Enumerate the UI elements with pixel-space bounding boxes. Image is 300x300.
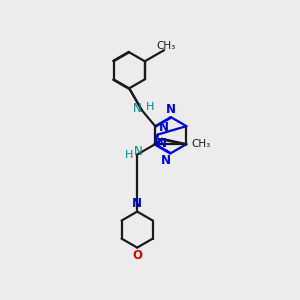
Text: CH₃: CH₃ bbox=[191, 139, 211, 149]
Text: N: N bbox=[133, 102, 142, 115]
Text: N: N bbox=[158, 122, 169, 134]
Text: N: N bbox=[132, 197, 142, 210]
Text: CH₃: CH₃ bbox=[157, 41, 176, 51]
Text: N: N bbox=[134, 145, 143, 158]
Text: H: H bbox=[146, 102, 154, 112]
Text: N: N bbox=[161, 154, 171, 167]
Text: H: H bbox=[125, 150, 134, 160]
Text: N: N bbox=[157, 137, 167, 151]
Text: N: N bbox=[166, 103, 176, 116]
Text: O: O bbox=[132, 249, 142, 262]
